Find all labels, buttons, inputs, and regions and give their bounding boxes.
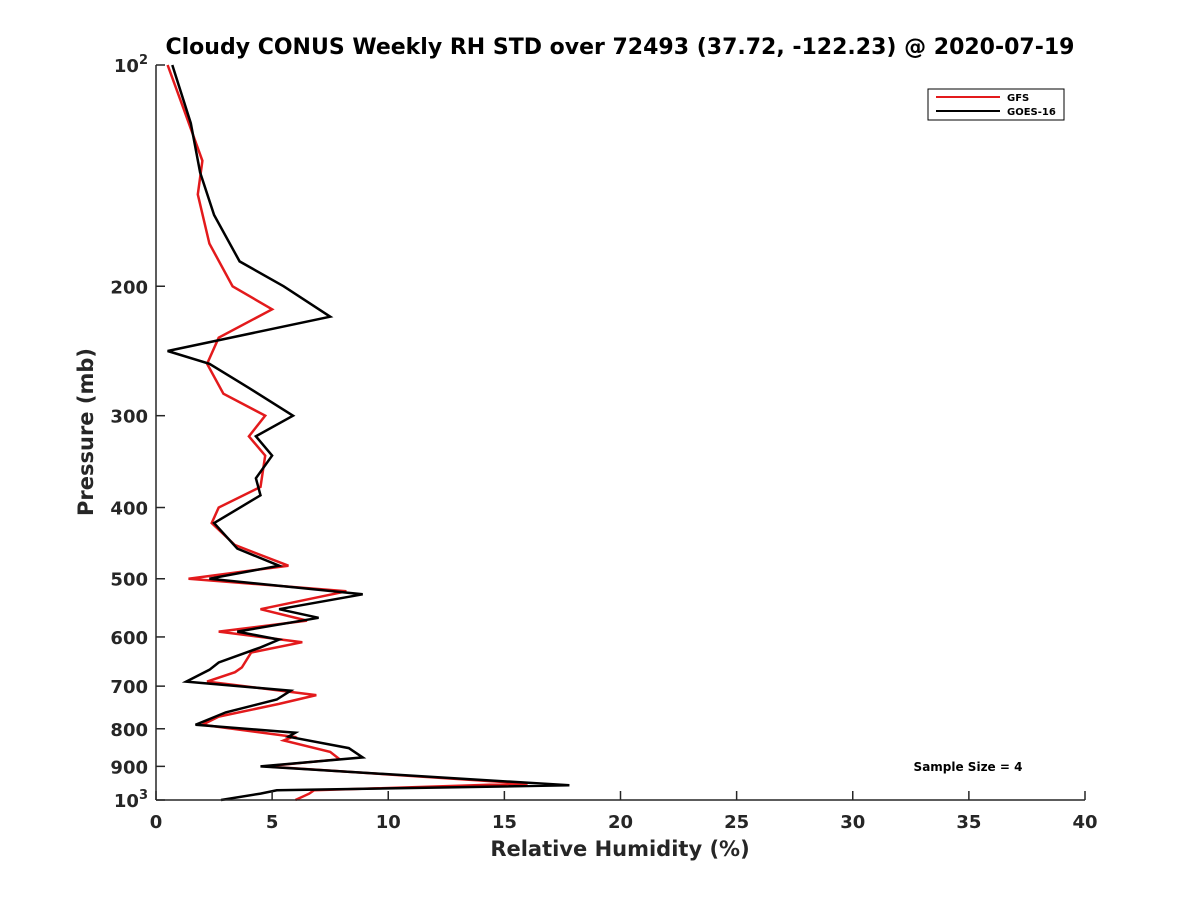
y-tick-label: 200 bbox=[110, 277, 148, 298]
y-tick-label: 102 bbox=[114, 53, 148, 77]
y-tick-label: 900 bbox=[110, 757, 148, 778]
y-tick-label: 500 bbox=[110, 570, 148, 591]
x-tick-label: 0 bbox=[150, 812, 163, 833]
x-tick-label: 25 bbox=[724, 812, 749, 833]
legend: GFS GOES-16 bbox=[927, 88, 1065, 121]
chart-title: Cloudy CONUS Weekly RH STD over 72493 (3… bbox=[166, 35, 1075, 60]
plot-area: 0 5 10 15 20 25 30 35 40 102 200 300 400 500 600 700 80… bbox=[110, 53, 1097, 833]
x-tick-label: 15 bbox=[492, 812, 517, 833]
legend-label-gfs: GFS bbox=[1007, 93, 1029, 104]
y-ticks: 102 200 300 400 500 600 700 800 900 103 bbox=[110, 53, 165, 812]
series-line-goes16 bbox=[167, 64, 570, 802]
legend-label-goes16: GOES-16 bbox=[1007, 107, 1056, 118]
x-tick-label: 10 bbox=[376, 812, 401, 833]
y-axis-label: Pressure (mb) bbox=[74, 348, 98, 516]
x-tick-label: 20 bbox=[608, 812, 633, 833]
series-layer bbox=[166, 64, 570, 802]
x-ticks: 0 5 10 15 20 25 30 35 40 bbox=[150, 791, 1098, 833]
series-line-gfs bbox=[166, 64, 528, 802]
x-tick-label: 35 bbox=[956, 812, 981, 833]
legend-box bbox=[927, 88, 1065, 121]
axes-background bbox=[156, 65, 1085, 800]
x-tick-label: 5 bbox=[266, 812, 279, 833]
y-tick-label: 600 bbox=[110, 628, 148, 649]
x-axis-label: Relative Humidity (%) bbox=[490, 837, 749, 861]
y-tick-label: 400 bbox=[110, 499, 148, 520]
x-tick-label: 40 bbox=[1072, 812, 1097, 833]
y-tick-label: 700 bbox=[110, 677, 148, 698]
x-tick-label: 30 bbox=[840, 812, 865, 833]
y-tick-label: 800 bbox=[110, 720, 148, 741]
y-tick-label: 103 bbox=[114, 788, 148, 812]
sample-size-annotation: Sample Size = 4 bbox=[914, 760, 1023, 774]
y-tick-label: 300 bbox=[110, 407, 148, 428]
